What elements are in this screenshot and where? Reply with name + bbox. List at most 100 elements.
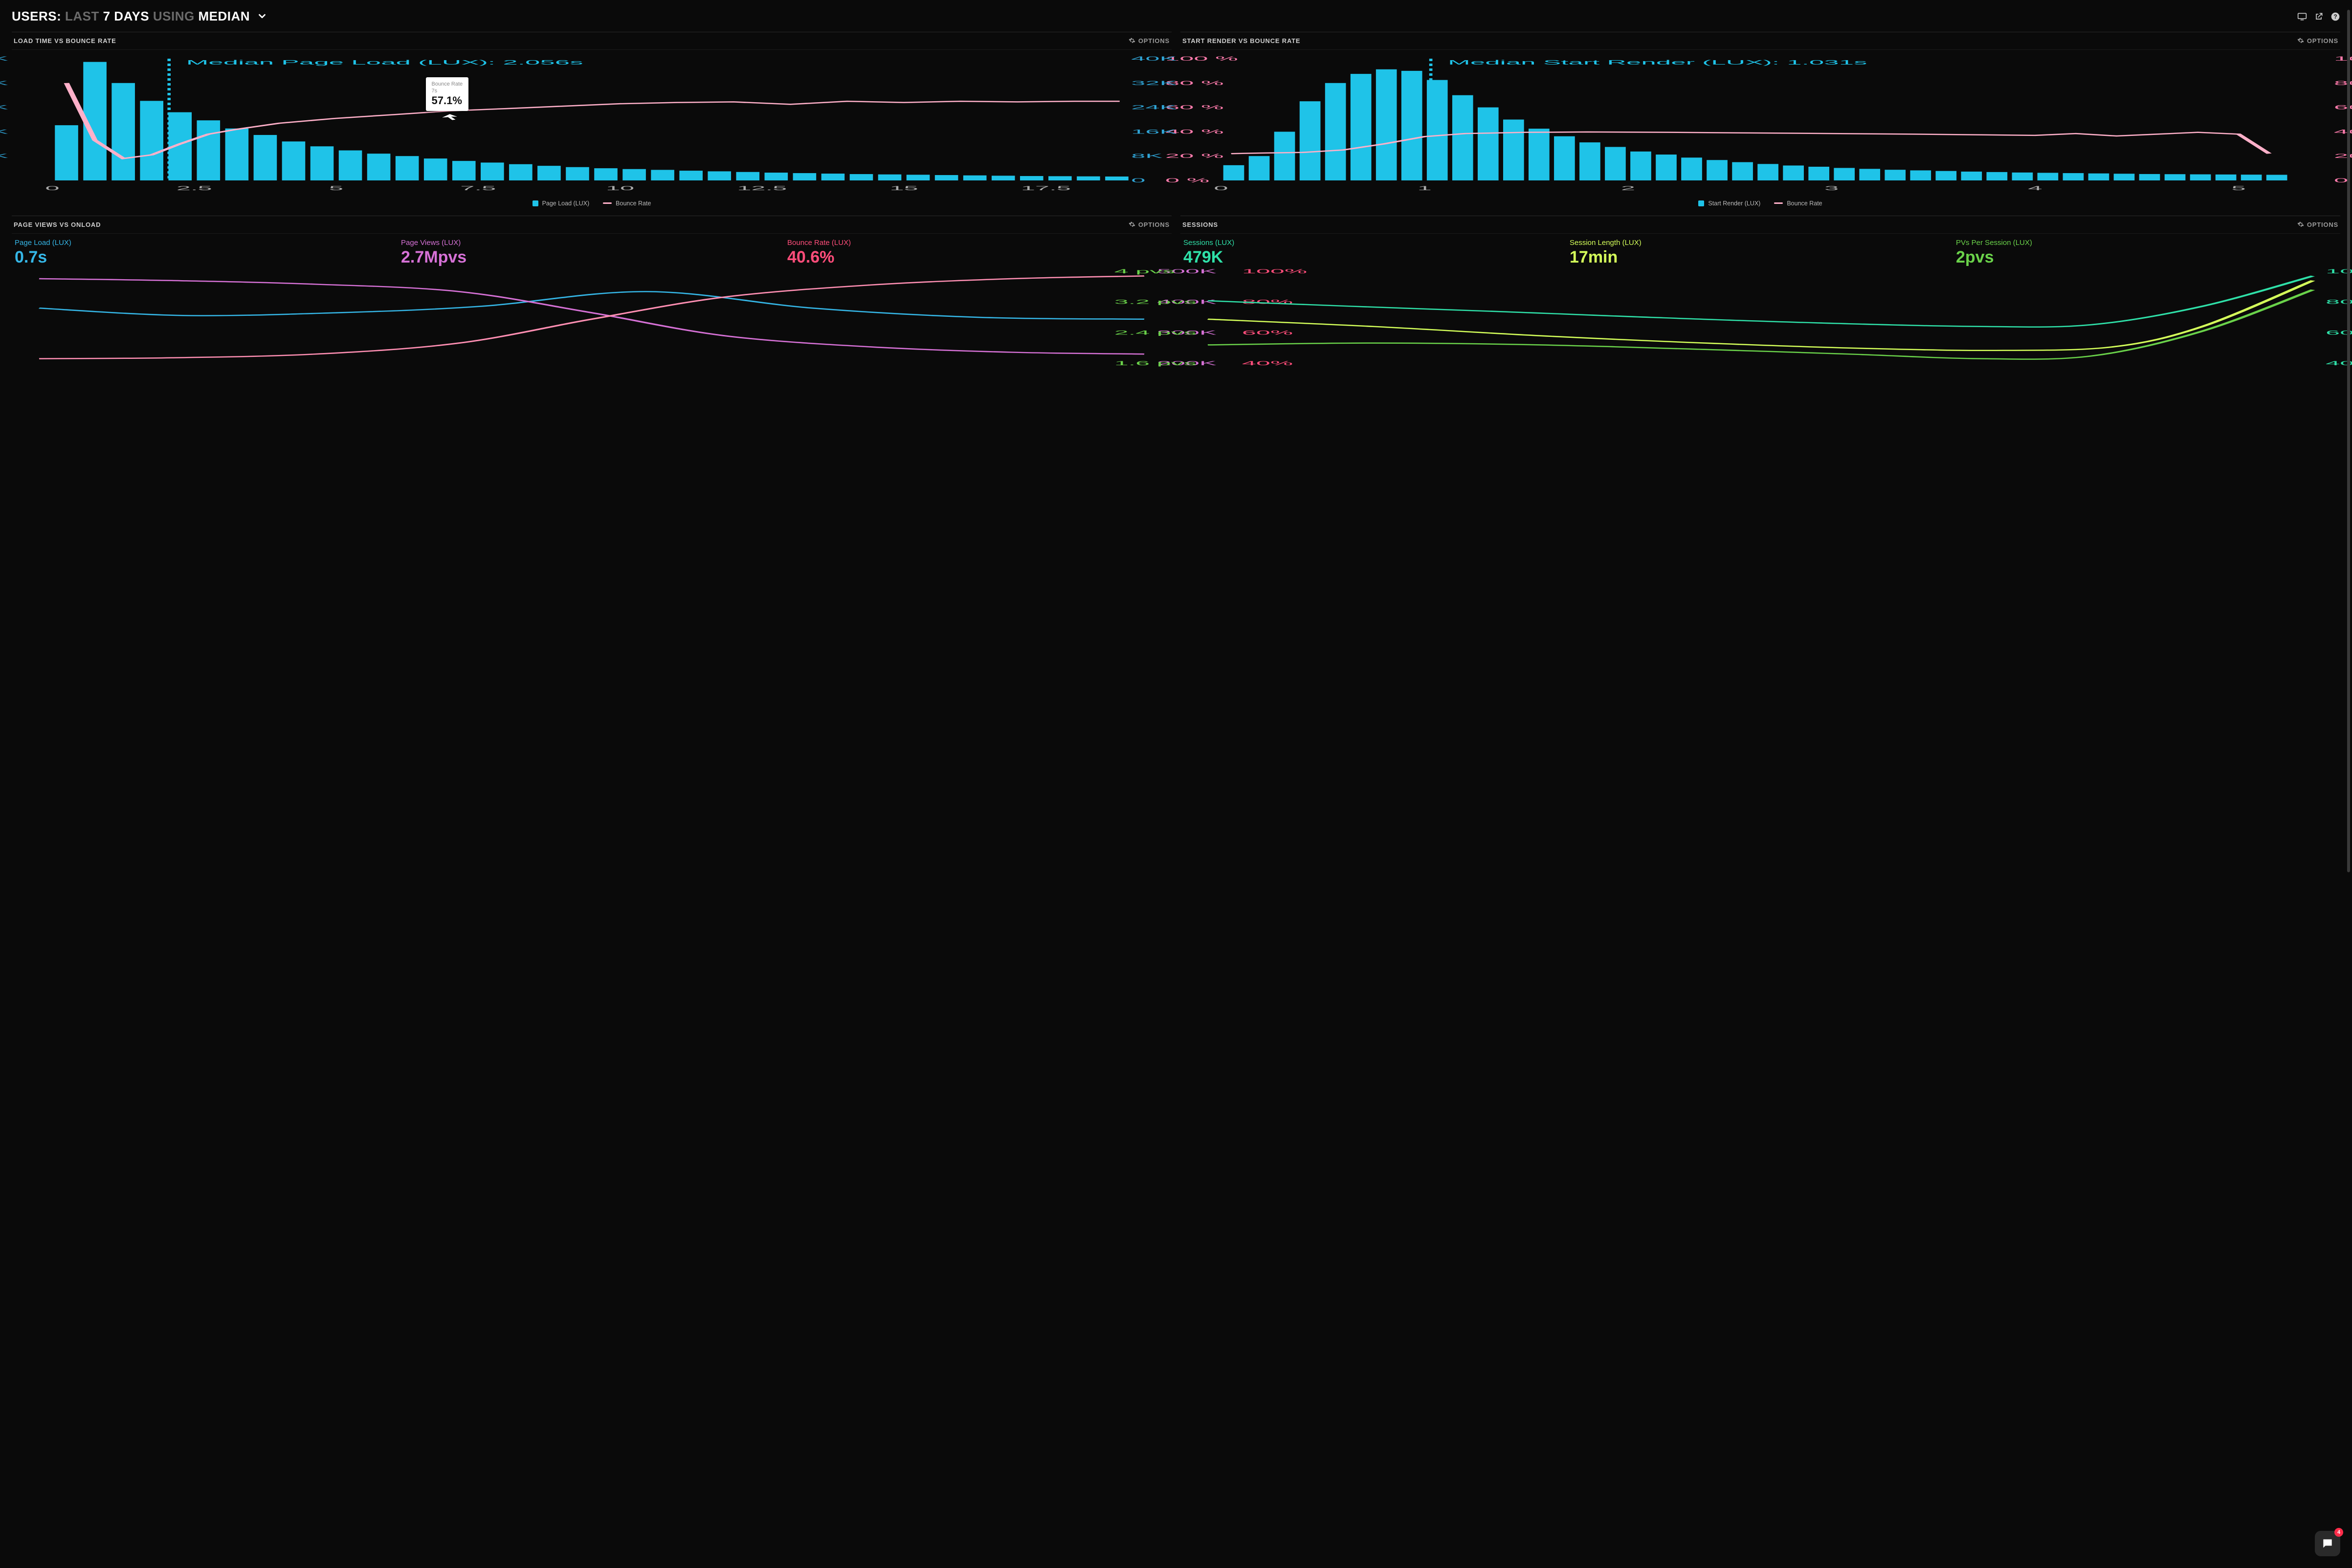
svg-text:45K: 45K xyxy=(0,104,8,110)
svg-text:10: 10 xyxy=(606,185,634,191)
stat-label: Page Load (LUX) xyxy=(15,239,396,247)
options-label: OPTIONS xyxy=(2307,37,2338,44)
stat-row: Sessions (LUX) 479K Session Length (LUX)17… xyxy=(1180,234,2340,268)
legend-square-icon xyxy=(533,200,538,206)
chat-button[interactable]: 4 xyxy=(2315,1531,2340,1556)
stat-value: 479K xyxy=(1183,249,1565,265)
page-title-dropdown[interactable]: USERS: LAST 7 DAYS USING MEDIAN xyxy=(12,9,267,25)
svg-text:Median Start Render (LUX): 1.0: Median Start Render (LUX): 1.031s xyxy=(1448,59,1867,66)
stat-block: Session Length (LUX)17min xyxy=(1570,239,1951,265)
stat-row: Page Load (LUX)0.7s Page Views (LUX) 2.7Mp… xyxy=(12,234,1172,268)
stat-block: Page Load (LUX)0.7s xyxy=(15,239,396,265)
svg-text:2: 2 xyxy=(1621,185,1635,191)
chat-badge: 4 xyxy=(2334,1528,2343,1537)
svg-text:30K: 30K xyxy=(0,129,8,135)
options-label: OPTIONS xyxy=(2307,221,2338,228)
chevron-down-icon xyxy=(257,10,267,25)
svg-text:15: 15 xyxy=(889,185,918,191)
gear-icon xyxy=(2297,37,2304,44)
svg-text:15K: 15K xyxy=(0,153,8,159)
svg-text:17.5: 17.5 xyxy=(1021,185,1071,191)
page-header: USERS: LAST 7 DAYS USING MEDIAN ? xyxy=(12,9,2340,25)
gear-icon xyxy=(2297,221,2304,228)
chart-svg[interactable]: 08K16K24K32K40K0 %20 %40 %60 %80 %100 %M… xyxy=(1204,55,2317,194)
panel-title: START RENDER VS BOUNCE RATE xyxy=(1182,37,1300,44)
stat-value: 17min xyxy=(1570,249,1951,265)
gear-icon xyxy=(1129,37,1135,44)
svg-text:24K: 24K xyxy=(1131,104,1176,110)
chart-svg[interactable]: 015K30K45K60K75K0 %20 %40 %60 %80 %100 %… xyxy=(35,55,1148,194)
legend-line-icon xyxy=(1774,202,1783,204)
panel-sessions: SESSIONS OPTIONS Sessions (LUX)479KSessi… xyxy=(1180,216,2340,366)
chart-start-render: 08K16K24K32K40K0 %20 %40 %60 %80 %100 %M… xyxy=(1180,50,2340,197)
multiline-chart-wrap: 1s0.8s0.6s0.4s500K400K300K200K100%80%60%… xyxy=(12,268,1172,366)
gear-icon xyxy=(1129,221,1135,228)
chart-legend: Start Render (LUX) Bounce Rate xyxy=(1180,200,2340,207)
panel-title: SESSIONS xyxy=(1182,221,1218,228)
options-button[interactable]: OPTIONS xyxy=(2297,221,2338,228)
svg-text:2.5: 2.5 xyxy=(177,185,212,191)
share-icon[interactable] xyxy=(2314,12,2324,22)
panel-header: SESSIONS OPTIONS xyxy=(1180,216,2340,234)
stat-value: 40.6% xyxy=(787,249,1169,265)
monitor-icon[interactable] xyxy=(2297,12,2307,22)
stat-block: Page Views (LUX) 2.7Mpvs xyxy=(401,239,782,265)
svg-text:3: 3 xyxy=(1824,185,1839,191)
options-label: OPTIONS xyxy=(1138,37,1170,44)
options-button[interactable]: OPTIONS xyxy=(1129,37,1170,44)
panel-load-time-vs-bounce: LOAD TIME VS BOUNCE RATE OPTIONS 015K30K… xyxy=(12,32,1172,207)
svg-text:5: 5 xyxy=(329,185,343,191)
options-button[interactable]: OPTIONS xyxy=(2297,37,2338,44)
svg-text:0: 0 xyxy=(1214,185,1228,191)
scrollbar[interactable] xyxy=(2347,10,2350,872)
stat-label: Bounce Rate (LUX) xyxy=(787,239,1169,247)
legend-item[interactable]: Bounce Rate xyxy=(1774,200,1822,207)
legend-label: Bounce Rate xyxy=(1787,200,1822,207)
stat-value: 2.7Mpvs xyxy=(401,249,782,265)
title-dim-2: USING xyxy=(153,9,195,23)
multiline-chart[interactable]: 4 pvs3.2 pvs2.4 pvs1.6 pvs100K80K60K40K4… xyxy=(1208,268,2313,366)
svg-text:40K: 40K xyxy=(1131,55,1176,62)
chat-icon xyxy=(2321,1537,2334,1550)
legend-item[interactable]: Bounce Rate xyxy=(603,200,651,207)
svg-text:60K: 60K xyxy=(0,80,8,86)
stat-label: Page Views (LUX) xyxy=(401,239,782,247)
options-button[interactable]: OPTIONS xyxy=(1129,221,1170,228)
panel-page-views-vs-onload: PAGE VIEWS VS ONLOAD OPTIONS Page Load (… xyxy=(12,216,1172,366)
stat-block: PVs Per Session (LUX)2pvs xyxy=(1956,239,2337,265)
svg-text:1: 1 xyxy=(1418,185,1432,191)
svg-text:Median Page Load (LUX): 2.056s: Median Page Load (LUX): 2.056s xyxy=(186,59,583,66)
stat-label: Sessions (LUX) xyxy=(1183,239,1565,247)
svg-text:7.5: 7.5 xyxy=(460,185,496,191)
svg-text:4 pvs: 4 pvs xyxy=(1114,268,1176,274)
legend-label: Page Load (LUX) xyxy=(542,200,590,207)
title-bold-2: MEDIAN xyxy=(198,9,250,23)
legend-square-icon xyxy=(1698,200,1704,206)
svg-text:2.4 pvs: 2.4 pvs xyxy=(1114,329,1197,335)
legend-label: Bounce Rate xyxy=(616,200,651,207)
panel-header: LOAD TIME VS BOUNCE RATE OPTIONS xyxy=(12,32,1172,50)
panel-title: LOAD TIME VS BOUNCE RATE xyxy=(14,37,116,44)
options-label: OPTIONS xyxy=(1138,221,1170,228)
legend-label: Start Render (LUX) xyxy=(1708,200,1760,207)
dashboard-grid: LOAD TIME VS BOUNCE RATE OPTIONS 015K30K… xyxy=(12,32,2340,366)
title-bold-1: 7 DAYS xyxy=(103,9,150,23)
legend-item[interactable]: Page Load (LUX) xyxy=(533,200,590,207)
svg-text:8K: 8K xyxy=(1131,153,1162,159)
svg-text:32K: 32K xyxy=(1131,80,1176,86)
svg-text:0: 0 xyxy=(45,185,59,191)
legend-line-icon xyxy=(603,202,612,204)
title-dim-1: LAST xyxy=(65,9,99,23)
legend-item[interactable]: Start Render (LUX) xyxy=(1698,200,1760,207)
svg-text:75K: 75K xyxy=(0,55,8,62)
stat-label: PVs Per Session (LUX) xyxy=(1956,239,2337,247)
help-icon[interactable]: ? xyxy=(2330,12,2340,22)
svg-text:12.5: 12.5 xyxy=(737,185,787,191)
chart-legend: Page Load (LUX) Bounce Rate xyxy=(12,200,1172,207)
svg-text:?: ? xyxy=(2333,14,2337,20)
svg-text:0: 0 xyxy=(1131,177,1145,183)
svg-text:3.2 pvs: 3.2 pvs xyxy=(1114,299,1197,305)
multiline-chart[interactable]: 1s0.8s0.6s0.4s500K400K300K200K100%80%60%… xyxy=(39,268,1144,366)
svg-text:5: 5 xyxy=(2232,185,2246,191)
panel-header: START RENDER VS BOUNCE RATE OPTIONS xyxy=(1180,32,2340,50)
